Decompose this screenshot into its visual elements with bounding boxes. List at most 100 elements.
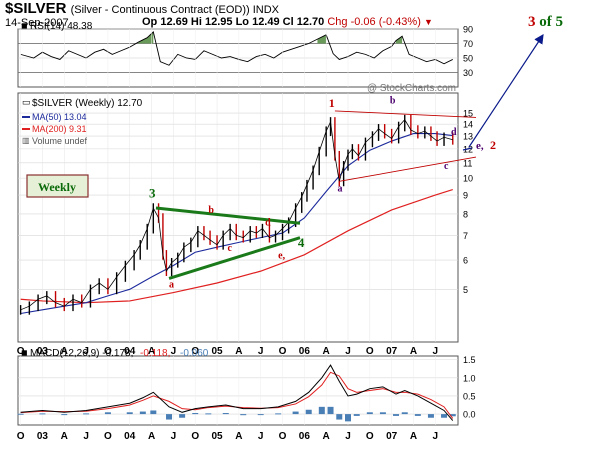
price-x-tick-label: J xyxy=(345,346,351,357)
price-x-tick-label: J xyxy=(83,346,89,357)
macd-histogram-bar xyxy=(393,414,400,416)
macd-tick-label: 0.0 xyxy=(463,410,476,420)
top-e-label: e, xyxy=(476,140,484,152)
change-value: Chg -0.06 (-0.43%) xyxy=(327,16,421,28)
triangle-upper-trendline xyxy=(155,206,301,225)
price-line xyxy=(20,118,453,311)
macd-histogram-bar xyxy=(401,412,408,415)
macd-tick-label: 1.5 xyxy=(463,355,476,365)
macd-x-tick-label: O xyxy=(17,431,25,442)
weekly-box xyxy=(26,174,89,198)
top-c-label: c xyxy=(444,161,449,172)
macd-histogram-bar xyxy=(104,412,111,415)
wave-4-label: 4 xyxy=(298,235,305,250)
price-tick-label: 10 xyxy=(463,174,473,184)
macd-histogram-bar xyxy=(366,412,373,415)
macd-signal-line xyxy=(20,371,454,419)
rsi-overbought-fill xyxy=(396,36,403,44)
price-x-tick-label: A xyxy=(148,346,155,357)
macd-histogram-bar xyxy=(257,414,264,416)
price-x-tick-label: O xyxy=(104,346,112,357)
wave-count-label: 3 of 5 xyxy=(528,14,563,30)
macd-hist-value: -0.060 xyxy=(180,348,209,359)
macd-x-tick-label: O xyxy=(279,431,287,442)
price-x-tick-label: O xyxy=(191,346,199,357)
macd-x-tick-label: 07 xyxy=(386,431,398,442)
macd-x-tick-label: 03 xyxy=(37,431,49,442)
price-tick-label: 9 xyxy=(463,191,468,201)
top-triangle-upper-line xyxy=(334,110,477,118)
price-x-tick-label: J xyxy=(171,346,177,357)
rsi-line xyxy=(20,31,453,66)
macd-x-tick-label: O xyxy=(191,431,199,442)
price-tick-label: 6 xyxy=(463,256,468,266)
macd-x-tick-label: A xyxy=(410,431,417,442)
macd-histogram-bar xyxy=(222,413,229,415)
macd-histogram-bar xyxy=(305,409,312,415)
macd-x-tick-label: 06 xyxy=(299,431,311,442)
macd-histogram-bar xyxy=(292,411,299,415)
macd-histogram-bar xyxy=(414,414,421,416)
watermark: @ StockCharts.com xyxy=(367,83,456,94)
price-tick-label: 7 xyxy=(463,231,468,241)
macd-x-tick-label: O xyxy=(366,431,374,442)
ma50-legend-label: MA(50) 13.04 xyxy=(32,112,87,122)
macd-tick-label: 1.0 xyxy=(463,373,476,383)
price-x-tick-label: A xyxy=(235,346,242,357)
macd-legend-swatch: ◼ xyxy=(21,348,28,357)
ma50-line xyxy=(20,133,453,315)
macd-x-tick-label: 04 xyxy=(124,431,136,442)
triangle-e-label: e, xyxy=(278,251,285,262)
wave-2-label: 2 xyxy=(490,138,496,152)
chart-date: 14-Sep-2007 xyxy=(5,17,69,29)
macd-x-tick-label: 05 xyxy=(211,431,223,442)
macd-line xyxy=(20,364,454,421)
macd-histogram-bar xyxy=(39,413,46,415)
weekly-box-label: Weekly xyxy=(38,180,76,194)
price-tick-label: 15 xyxy=(463,109,473,119)
macd-x-tick-label: A xyxy=(323,431,330,442)
macd-histogram-bar xyxy=(150,410,157,415)
price-x-tick-label: O xyxy=(366,346,374,357)
macd-histogram-bar xyxy=(126,412,133,415)
triangle-lower-trendline xyxy=(168,236,301,280)
macd-x-tick-label: J xyxy=(345,431,351,442)
rsi-title: RSI(14) 48.38 xyxy=(30,21,93,32)
price-x-tick-label: A xyxy=(61,346,68,357)
chart-title: $SILVER (Silver - Continuous Contract (E… xyxy=(5,0,280,17)
macd-x-tick-label: J xyxy=(171,431,177,442)
wave-3-label: 3 xyxy=(149,186,156,201)
macd-histogram-bar xyxy=(61,414,68,416)
top-a-label: a xyxy=(338,183,343,194)
rsi-tick-label: 30 xyxy=(463,68,473,78)
macd-histogram-bar xyxy=(240,414,247,416)
rsi-overbought-fill xyxy=(317,34,327,44)
macd-x-tick-label: J xyxy=(83,431,89,442)
price-tick-label: 13 xyxy=(463,132,473,142)
macd-histogram-bar xyxy=(166,414,173,420)
price-x-tick-label: 03 xyxy=(37,346,49,357)
price-x-tick-label: 07 xyxy=(386,346,398,357)
wave-1-label: 1 xyxy=(329,96,335,110)
macd-histogram-bar xyxy=(449,414,456,417)
macd-histogram-bar xyxy=(205,413,212,415)
triangle-c-label: c xyxy=(228,243,233,254)
macd-x-tick-label: A xyxy=(235,431,242,442)
rsi-tick-label: 70 xyxy=(463,39,473,49)
ma200-line xyxy=(20,189,453,304)
price-tick-label: 14 xyxy=(463,120,473,130)
macd-histogram-bar xyxy=(192,413,199,415)
price-tick-label: 8 xyxy=(463,209,468,219)
rsi-tick-label: 90 xyxy=(463,25,473,35)
macd-histogram-bar xyxy=(83,413,90,415)
top-b-label: b xyxy=(390,96,396,107)
macd-x-tick-label: O xyxy=(104,431,112,442)
macd-title: MACD(12,26,9) -0.178, xyxy=(30,348,133,359)
price-tick-label: 11 xyxy=(463,158,472,168)
price-x-tick-label: 05 xyxy=(211,346,223,357)
volume-legend-label: Volume undef xyxy=(32,136,88,146)
price-x-tick-label: A xyxy=(323,346,330,357)
triangle-d-label: d xyxy=(265,217,271,228)
macd-histogram-bar xyxy=(345,414,351,422)
